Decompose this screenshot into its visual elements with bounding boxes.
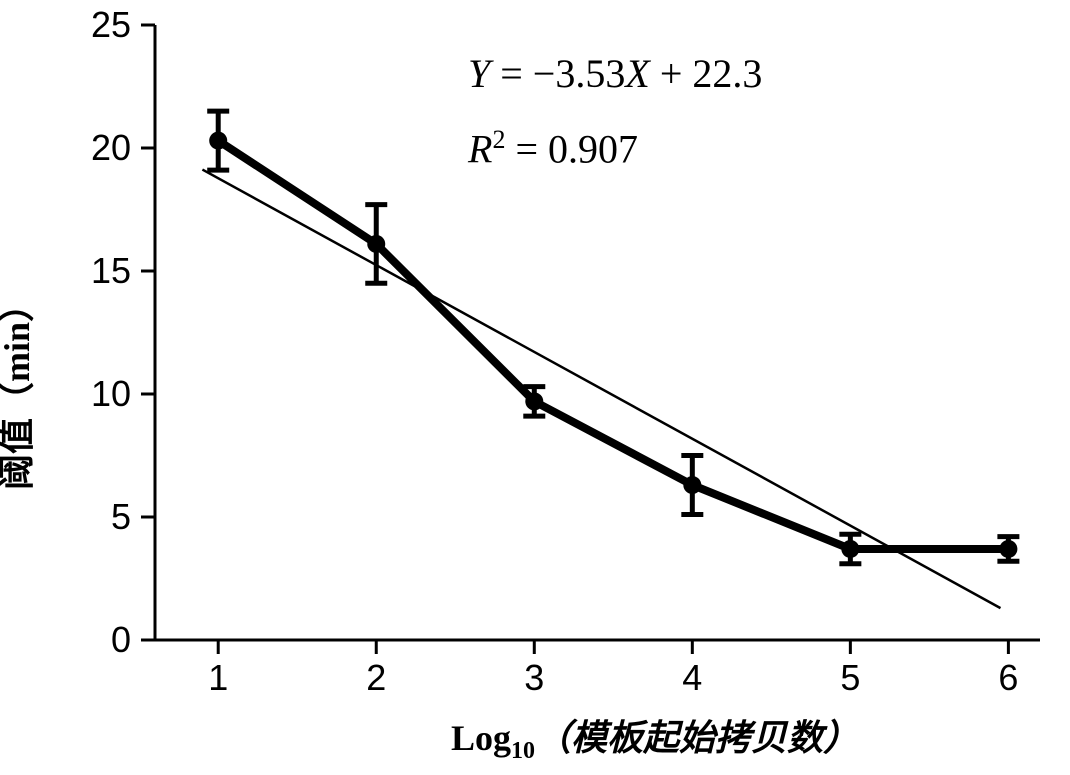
equation-line-1: Y = −3.53X + 22.3 (468, 50, 762, 97)
equation-line-2: R2 = 0.907 (468, 125, 638, 172)
chart-root: 0510152025123456 阈值（min） Log10（模板起始拷贝数） … (0, 0, 1070, 775)
chart-svg: 0 5 10 15 20 25 1 2 3 4 5 6 (0, 0, 1070, 775)
data-marker (367, 235, 385, 253)
data-marker (683, 476, 701, 494)
y-tick-label: 0 (111, 619, 131, 660)
y-tick-label: 25 (91, 4, 131, 45)
x-axis-label-rest: （模板起始拷贝数） (535, 718, 859, 758)
x-tick-label: 2 (366, 657, 386, 698)
x-tick-label: 3 (524, 657, 544, 698)
x-axis-label-sub: 10 (511, 738, 535, 764)
x-tick-label: 4 (682, 657, 702, 698)
y-tick-label: 15 (91, 250, 131, 291)
y-tick-label: 20 (91, 127, 131, 168)
x-tick-label: 5 (840, 657, 860, 698)
x-tick-label: 1 (208, 657, 228, 698)
data-marker (841, 540, 859, 558)
y-axis-label: 阈值（min） (0, 285, 40, 489)
x-tick-label: 6 (998, 657, 1018, 698)
data-marker (209, 132, 227, 150)
x-axis-label-prefix: Log (451, 718, 511, 758)
data-marker (525, 392, 543, 410)
y-tick-label: 5 (111, 496, 131, 537)
data-line (218, 141, 1008, 549)
x-axis-label: Log10（模板起始拷贝数） (0, 709, 1070, 765)
data-marker (999, 540, 1017, 558)
regression-line (202, 170, 1000, 609)
y-tick-label: 10 (91, 373, 131, 414)
